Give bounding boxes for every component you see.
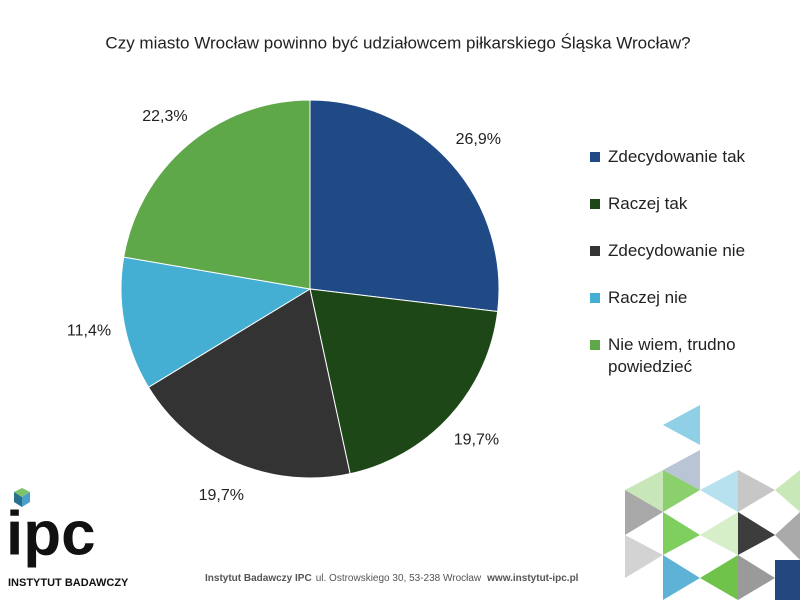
logo-name: ipc [6,499,96,568]
value-label: 19,7% [454,432,499,449]
value-label: 19,7% [199,487,244,504]
footer-org: Instytut Badawczy IPC [205,573,312,584]
legend-swatch [590,152,600,162]
footer: Instytut Badawczy IPC ul. Ostrowskiego 30… [205,573,579,584]
logo: ipc INSTYTUT BADAWCZY [6,488,129,589]
value-label: 11,4% [67,322,111,339]
legend-label: Nie wiem, trudno powiedzieć [608,335,736,376]
pie-slice [123,99,311,290]
footer-address: ul. Ostrowskiego 30, 53-238 Wrocław [316,573,482,584]
legend: Zdecydowanie tak Raczej tak Zdecydowanie n… [590,146,790,381]
legend-swatch [590,246,600,256]
legend-swatch [590,340,600,350]
legend-label: Zdecydowanie tak [608,147,746,166]
chart-title: Czy miasto Wrocław powinno być udziałowc… [105,33,690,52]
pie-slice [309,288,499,475]
legend-label: Raczej nie [608,288,688,307]
legend-label: Raczej tak [608,194,688,213]
legend-item: Raczej nie [590,287,790,334]
decoration [625,405,800,600]
legend-swatch [590,199,600,209]
value-label: 26,9% [456,131,501,148]
value-label: 22,3% [142,108,187,125]
pie-slice [120,256,312,388]
legend-item: Zdecydowanie nie [590,240,790,287]
logo-subtitle: INSTYTUT BADAWCZY [8,577,129,589]
legend-item: Zdecydowanie tak [590,146,790,193]
legend-item: Nie wiem, trudno powiedzieć [590,334,790,381]
legend-swatch [590,293,600,303]
legend-label: Zdecydowanie nie [608,241,746,260]
pie-slice [309,99,500,313]
legend-item: Raczej tak [590,193,790,240]
footer-website: www.instytut-ipc.pl [486,573,579,584]
pie-slice [147,288,351,479]
